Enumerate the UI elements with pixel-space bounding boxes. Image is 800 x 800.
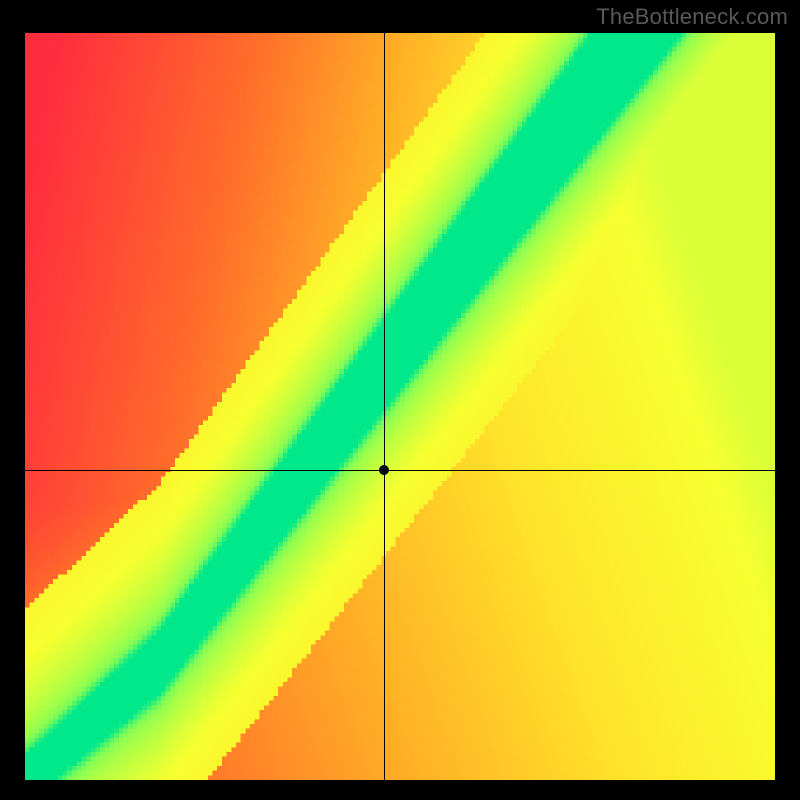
crosshair-vertical: [384, 33, 385, 780]
figure-root: TheBottleneck.com: [0, 0, 800, 800]
crosshair-horizontal: [25, 470, 775, 471]
heatmap-plot: [25, 33, 775, 780]
watermark-text: TheBottleneck.com: [596, 4, 788, 30]
crosshair-marker: [379, 465, 389, 475]
heatmap-canvas: [25, 33, 775, 780]
